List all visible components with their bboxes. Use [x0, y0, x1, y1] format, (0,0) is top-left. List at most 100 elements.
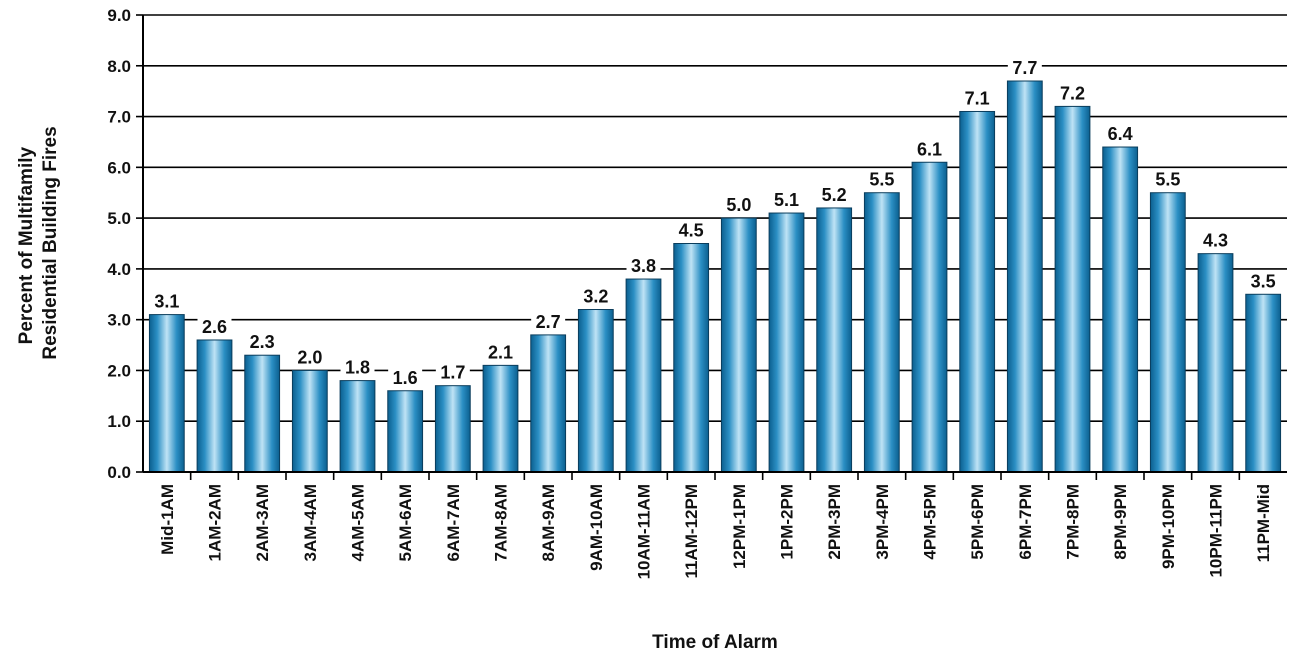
value-label: 3.5 — [1251, 271, 1276, 291]
bar — [434, 385, 471, 473]
value-label-bg — [435, 361, 470, 383]
value-label: 6.1 — [917, 139, 942, 159]
y-tick-label: 6.0 — [107, 158, 131, 177]
y-tick-label: 9.0 — [107, 6, 131, 25]
axes — [136, 14, 1287, 480]
value-label-bg — [340, 356, 375, 378]
value-label: 1.8 — [345, 358, 370, 378]
category-label: 2PM-3PM — [825, 484, 844, 560]
bars — [148, 80, 1282, 473]
value-label-bg — [1055, 82, 1090, 104]
value-label: 6.4 — [1108, 124, 1133, 144]
y-axis-title-line-1: Percent of Multifamily — [16, 146, 37, 344]
value-label-bg — [483, 341, 518, 363]
category-label: 4PM-5PM — [921, 484, 940, 560]
y-tick-label: 5.0 — [107, 209, 131, 228]
category-label: 5AM-6AM — [396, 484, 415, 561]
gridlines — [143, 14, 1287, 423]
value-label-bg — [817, 183, 852, 205]
value-label-bg — [912, 138, 947, 160]
y-tick-label: 8.0 — [107, 57, 131, 76]
category-label: 3AM-4AM — [301, 484, 320, 561]
value-label-bg — [578, 285, 613, 307]
value-label-bg — [674, 219, 709, 241]
value-label: 5.1 — [774, 190, 799, 210]
value-label: 5.5 — [869, 170, 894, 190]
bar — [625, 278, 662, 473]
y-axis-title-line-2: Residential Building Fires — [40, 126, 61, 359]
y-tick-label: 4.0 — [107, 260, 131, 279]
value-label-bg — [864, 168, 899, 190]
bar — [673, 243, 710, 473]
value-label: 7.7 — [1012, 58, 1037, 78]
category-label: 6AM-7AM — [444, 484, 463, 561]
category-label: 7PM-8PM — [1064, 484, 1083, 560]
bar — [1245, 293, 1282, 473]
value-label: 2.3 — [250, 332, 275, 352]
value-label: 2.6 — [202, 317, 227, 337]
value-label: 5.2 — [822, 185, 847, 205]
bar — [1102, 146, 1139, 473]
value-label: 2.0 — [297, 347, 322, 367]
value-label: 2.1 — [488, 342, 513, 362]
category-label: 1AM-2AM — [206, 484, 225, 561]
category-label: 11AM-12PM — [682, 484, 701, 578]
value-label: 3.8 — [631, 256, 656, 276]
value-label-bg — [388, 366, 423, 388]
category-label: 8PM-9PM — [1111, 484, 1130, 560]
y-tick-label: 7.0 — [107, 108, 131, 127]
x-axis-title: Time of Alarm — [652, 632, 778, 653]
value-label: 1.6 — [393, 368, 418, 388]
bar — [530, 334, 567, 473]
category-label: 12PM-1PM — [730, 484, 749, 569]
value-label: 5.0 — [726, 195, 751, 215]
bar — [148, 314, 185, 473]
bar — [1054, 105, 1091, 473]
y-tick-label: 1.0 — [107, 412, 131, 431]
bar — [911, 161, 948, 473]
bar — [720, 217, 757, 473]
category-label: 8AM-9AM — [539, 484, 558, 561]
value-label-bg — [1246, 270, 1281, 292]
value-label-bg — [769, 189, 804, 211]
value-label: 2.7 — [536, 312, 561, 332]
category-label: 1PM-2PM — [778, 484, 797, 560]
bar — [1006, 80, 1043, 473]
category-label: 11PM-Mid — [1254, 484, 1273, 562]
bar — [863, 192, 900, 473]
bar — [959, 110, 996, 473]
category-label: 4AM-5AM — [349, 484, 368, 561]
value-label-bg — [1007, 57, 1042, 79]
value-label-bg — [960, 87, 995, 109]
value-label: 4.5 — [679, 221, 704, 241]
y-tick-label: 2.0 — [107, 361, 131, 380]
bar — [291, 369, 328, 473]
bar — [816, 207, 853, 473]
value-label-bg — [626, 255, 661, 277]
bar — [196, 339, 233, 473]
category-label: 10AM-11AM — [635, 484, 654, 579]
labels: 0.0 1.0 2.0 3.0 4.0 5.0 6.0 7.0 8.0 9.0 3.1 Mid-1AM… — [107, 6, 1281, 579]
category-label: Mid-1AM — [158, 484, 177, 555]
value-label-bg — [197, 315, 232, 337]
y-tick-label: 0.0 — [107, 463, 131, 482]
value-label: 1.7 — [440, 363, 465, 383]
y-axis-title: Percent of Multifamily Residential Build… — [16, 126, 61, 359]
category-label: 2AM-3AM — [253, 484, 272, 561]
value-label-bg — [531, 310, 566, 332]
value-label: 7.2 — [1060, 83, 1085, 103]
value-label-bg — [1103, 123, 1138, 145]
bar — [339, 380, 376, 473]
bar — [482, 364, 519, 473]
value-label-bg — [292, 346, 327, 368]
value-label: 7.1 — [965, 88, 990, 108]
value-label: 5.5 — [1155, 170, 1180, 190]
category-label: 9AM-10AM — [587, 484, 606, 571]
bar — [387, 390, 424, 473]
value-label-bg — [245, 331, 280, 353]
bar — [577, 309, 614, 473]
category-label: 5PM-6PM — [968, 484, 987, 560]
category-label: 9PM-10PM — [1159, 484, 1178, 569]
bar — [1149, 192, 1186, 473]
